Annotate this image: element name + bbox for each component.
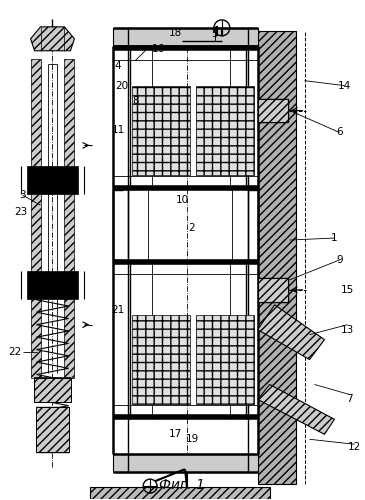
Bar xyxy=(258,278,288,302)
Text: 14: 14 xyxy=(338,80,351,90)
Bar xyxy=(132,86,190,176)
Text: 21: 21 xyxy=(112,305,125,315)
Text: 19: 19 xyxy=(185,434,199,444)
Text: 22: 22 xyxy=(8,346,21,356)
Bar xyxy=(258,98,288,122)
Bar xyxy=(258,31,296,484)
Bar xyxy=(31,58,41,378)
Text: 11: 11 xyxy=(112,126,125,136)
Bar xyxy=(196,315,254,404)
Bar xyxy=(27,271,78,299)
Polygon shape xyxy=(31,27,74,51)
Text: 4: 4 xyxy=(115,60,122,70)
Bar xyxy=(196,86,254,176)
Bar xyxy=(34,378,72,402)
Text: 1: 1 xyxy=(331,233,338,243)
Text: 5: 5 xyxy=(212,29,218,39)
Bar xyxy=(91,487,270,499)
Text: 13: 13 xyxy=(341,324,354,334)
Text: 20: 20 xyxy=(116,80,129,90)
Text: 9: 9 xyxy=(336,255,343,265)
Text: 15: 15 xyxy=(341,285,354,295)
Text: 18: 18 xyxy=(168,28,182,38)
Text: 12: 12 xyxy=(348,442,361,452)
Text: 7: 7 xyxy=(346,394,353,404)
Bar xyxy=(27,166,78,194)
Bar xyxy=(132,315,190,404)
Bar xyxy=(113,28,258,46)
Text: 17: 17 xyxy=(168,430,182,440)
Text: 10: 10 xyxy=(176,195,189,205)
Bar xyxy=(35,408,69,452)
Bar xyxy=(113,454,258,472)
Text: 3: 3 xyxy=(19,190,26,200)
Text: 6: 6 xyxy=(336,128,343,138)
Text: Фиг. 1: Фиг. 1 xyxy=(159,478,205,492)
Text: 23: 23 xyxy=(14,207,27,217)
Polygon shape xyxy=(258,384,334,434)
Bar xyxy=(65,58,74,378)
Text: 8: 8 xyxy=(132,96,138,106)
Text: 2: 2 xyxy=(189,223,195,233)
Text: 16: 16 xyxy=(151,44,165,54)
Polygon shape xyxy=(258,305,324,360)
